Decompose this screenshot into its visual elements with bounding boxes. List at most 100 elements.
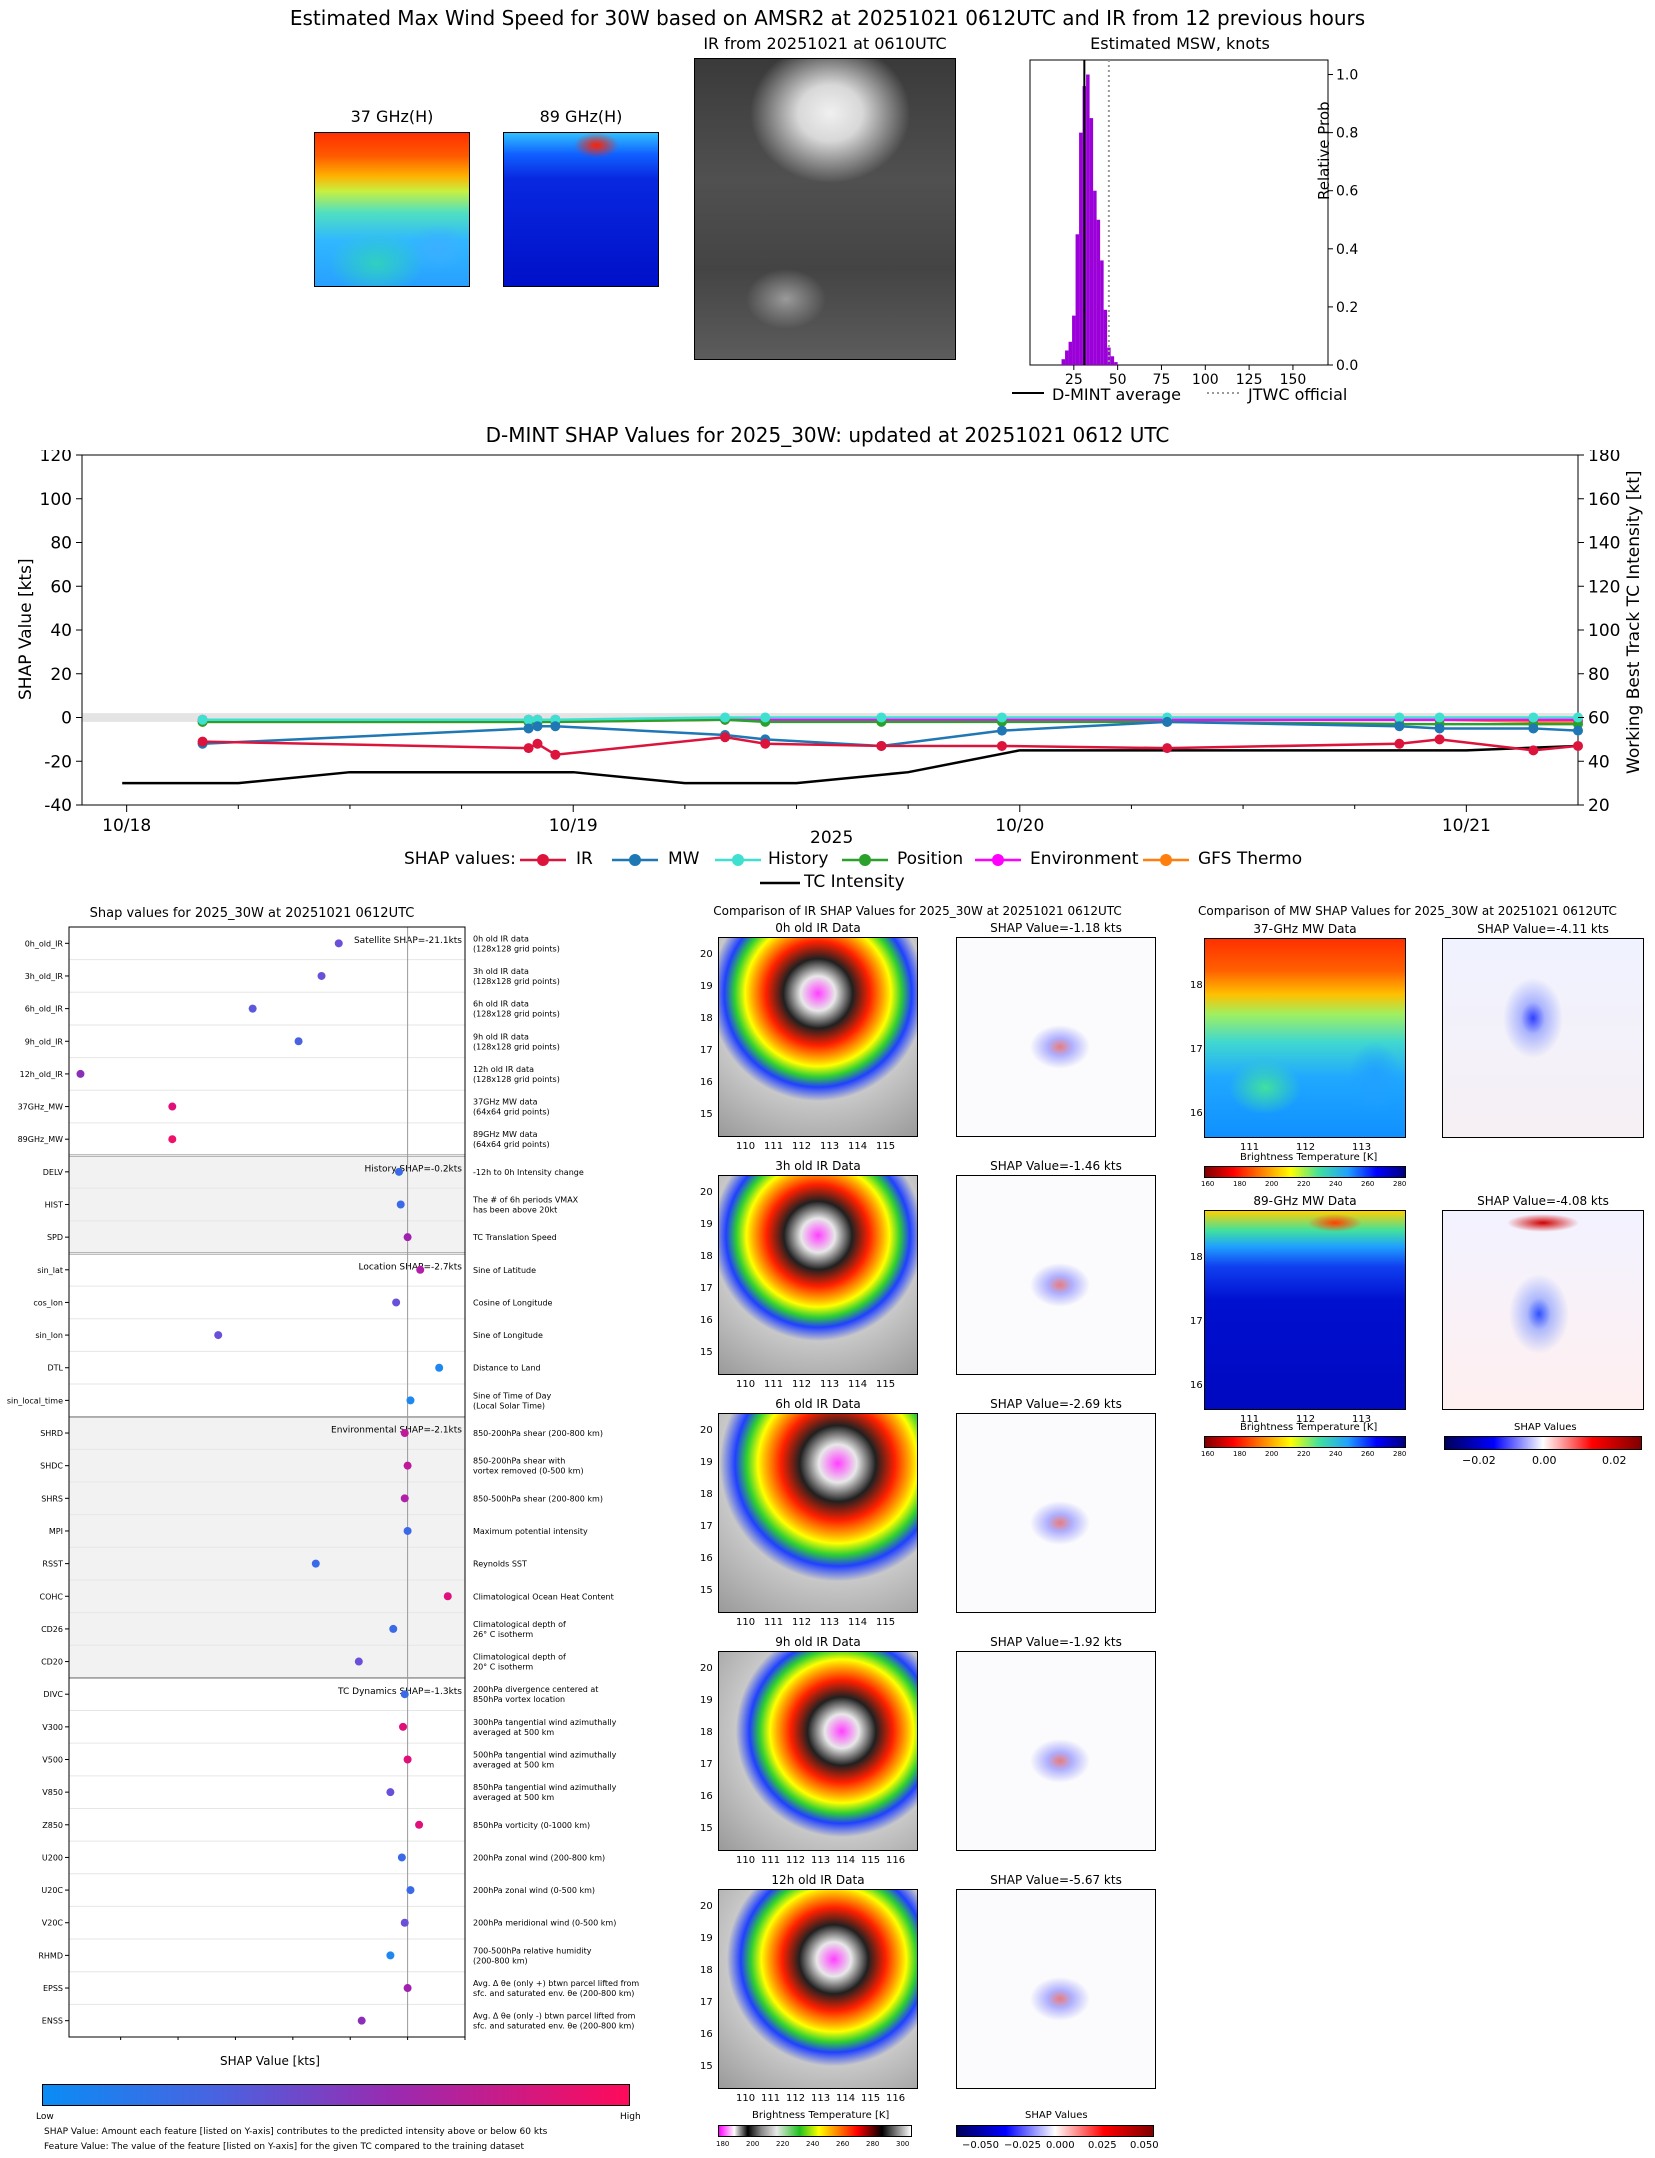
feature-description: (128x128 grid points) <box>473 944 560 953</box>
lon-tick-label: 111 <box>764 1617 784 1628</box>
mw37-lat-tick: 16 <box>1190 1108 1203 1119</box>
feature-description: sfc. and saturated env. θe (200-800 km) <box>473 1989 634 1998</box>
mw89-bt-tick: 240 <box>1329 1450 1343 1458</box>
lon-tick-label: 116 <box>886 2093 906 2104</box>
feature-description: 3h old IR data <box>473 967 529 976</box>
feature-point <box>168 1135 177 1144</box>
feature-point <box>392 1298 401 1307</box>
lat-tick-label: 20 <box>700 1663 713 1674</box>
mw89-image <box>1204 1210 1406 1410</box>
feature-point <box>403 1755 412 1764</box>
ir-panel-image <box>718 1889 918 2089</box>
lon-tick-label: 114 <box>836 2093 856 2104</box>
series-point <box>523 743 534 754</box>
feature-description: (128x128 grid points) <box>473 1010 560 1019</box>
ts-legend-hist: History <box>768 849 829 869</box>
feature-description: (Local Solar Time) <box>473 1401 545 1410</box>
msw-legend-jtwc: JTWC official <box>1248 385 1348 404</box>
mw-shap-colorbar <box>1444 1436 1642 1450</box>
feature-description: 6h old IR data <box>473 1000 529 1009</box>
feature-description: 12h old IR data <box>473 1065 534 1074</box>
feature-description: 300hPa tangential wind azimuthally <box>473 1718 617 1727</box>
feature-description: 200hPa zonal wind (0-500 km) <box>473 1886 595 1895</box>
ir-bt-tick: 300 <box>896 2140 910 2148</box>
lat-tick-label: 15 <box>700 2061 713 2072</box>
note-feature: Feature Value: The value of the feature … <box>44 2142 525 2152</box>
series-point <box>523 714 534 725</box>
feature-name: SHRD <box>40 1429 63 1438</box>
lat-tick-label: 15 <box>700 1823 713 1834</box>
mw37-bt-tick: 280 <box>1393 1180 1407 1188</box>
shap-xlabel: SHAP Value [kts] <box>220 2054 320 2068</box>
series-point <box>1528 723 1539 734</box>
mw37-lon-tick: 113 <box>1352 1142 1372 1153</box>
feature-description: Sine of Longitude <box>473 1331 543 1340</box>
series-point <box>876 712 887 723</box>
feature-description: 200hPa zonal wind (200-800 km) <box>473 1853 605 1862</box>
mw89-lon-tick: 112 <box>1296 1414 1316 1425</box>
mw37-bt-colorbar <box>1204 1166 1406 1178</box>
feature-name: sin_local_time <box>7 1396 63 1405</box>
series-point <box>197 714 208 725</box>
feature-name: 0h_old_IR <box>25 939 64 948</box>
ir-title: IR from 20251021 at 0610UTC <box>703 34 947 53</box>
feature-description: averaged at 500 km <box>473 1728 554 1737</box>
mw37-label: 37-GHz MW Data <box>1253 922 1357 936</box>
series-point <box>876 740 887 751</box>
series-point <box>532 721 543 732</box>
feature-point <box>395 1167 403 1176</box>
feature-point <box>400 1494 409 1503</box>
lon-tick-label: 113 <box>820 1141 840 1152</box>
lat-tick-label: 18 <box>700 1013 713 1024</box>
mw89-shap-map <box>1442 1210 1644 1410</box>
feature-point <box>214 1331 223 1340</box>
feature-description: TC Translation Speed <box>472 1233 557 1242</box>
lat-tick-label: 15 <box>700 1585 713 1596</box>
feature-description: 850-500hPa shear (200-800 km) <box>473 1494 603 1503</box>
feature-point <box>443 1592 452 1601</box>
lat-tick-label: 15 <box>700 1347 713 1358</box>
lon-tick-label: 114 <box>848 1379 868 1390</box>
feature-name: 37GHz_MW <box>18 1103 63 1112</box>
mw37-image <box>1204 938 1406 1138</box>
mw89-bt-colorbar <box>1204 1436 1406 1448</box>
mw89-bt-tick: 220 <box>1297 1450 1311 1458</box>
mw89-bt-tick: 180 <box>1233 1450 1247 1458</box>
x-tick-label: 50 <box>1109 372 1127 385</box>
mw37-lat-tick: 18 <box>1190 980 1203 991</box>
lon-tick-label: 113 <box>820 1617 840 1628</box>
lon-tick-label: 112 <box>786 2093 806 2104</box>
series-point <box>197 736 208 747</box>
ts-title: D-MINT SHAP Values for 2025_30W: updated… <box>485 423 1170 447</box>
msw-ylabel: Relative Prob <box>1315 101 1333 200</box>
series-line-ir <box>202 735 1579 756</box>
note-shap: SHAP Value: Amount each feature [listed … <box>44 2127 548 2137</box>
mw37-bt-tick: 260 <box>1361 1180 1375 1188</box>
lat-tick-label: 20 <box>700 1425 713 1436</box>
ir-shap-map <box>956 937 1156 1137</box>
group-label: Environmental SHAP=-2.1kts <box>331 1426 462 1436</box>
p89-image <box>503 132 659 287</box>
lat-tick-label: 17 <box>700 1045 713 1056</box>
x-tick-label: 150 <box>1280 372 1307 385</box>
ir-image <box>694 58 956 360</box>
msw-legend-jtwc-line <box>1207 392 1239 394</box>
mw89-shap: SHAP Value=-4.08 kts <box>1477 1194 1609 1208</box>
series-point <box>550 749 561 760</box>
ir-shap-value: SHAP Value=-1.46 kts <box>990 1159 1122 1173</box>
lat-tick-label: 16 <box>700 1791 713 1802</box>
feature-name: sin_lon <box>35 1331 63 1340</box>
feature-description: 26° C isotherm <box>473 1630 533 1639</box>
y-right-tick-label: 40 <box>1588 752 1610 772</box>
feature-description: 20° C isotherm <box>473 1663 533 1672</box>
ts-legend-markers <box>520 854 1189 885</box>
feature-name: DIVC <box>43 1690 63 1699</box>
feature-description: Climatological Ocean Heat Content <box>473 1592 614 1601</box>
feature-description: 9h old IR data <box>473 1032 529 1041</box>
msw-bar <box>1114 362 1118 365</box>
feature-name: V20C <box>42 1919 64 1928</box>
feature-name: SHRS <box>41 1494 63 1503</box>
lon-tick-label: 110 <box>736 1855 756 1866</box>
lat-tick-label: 19 <box>700 1219 713 1230</box>
legend-marker <box>629 854 641 866</box>
